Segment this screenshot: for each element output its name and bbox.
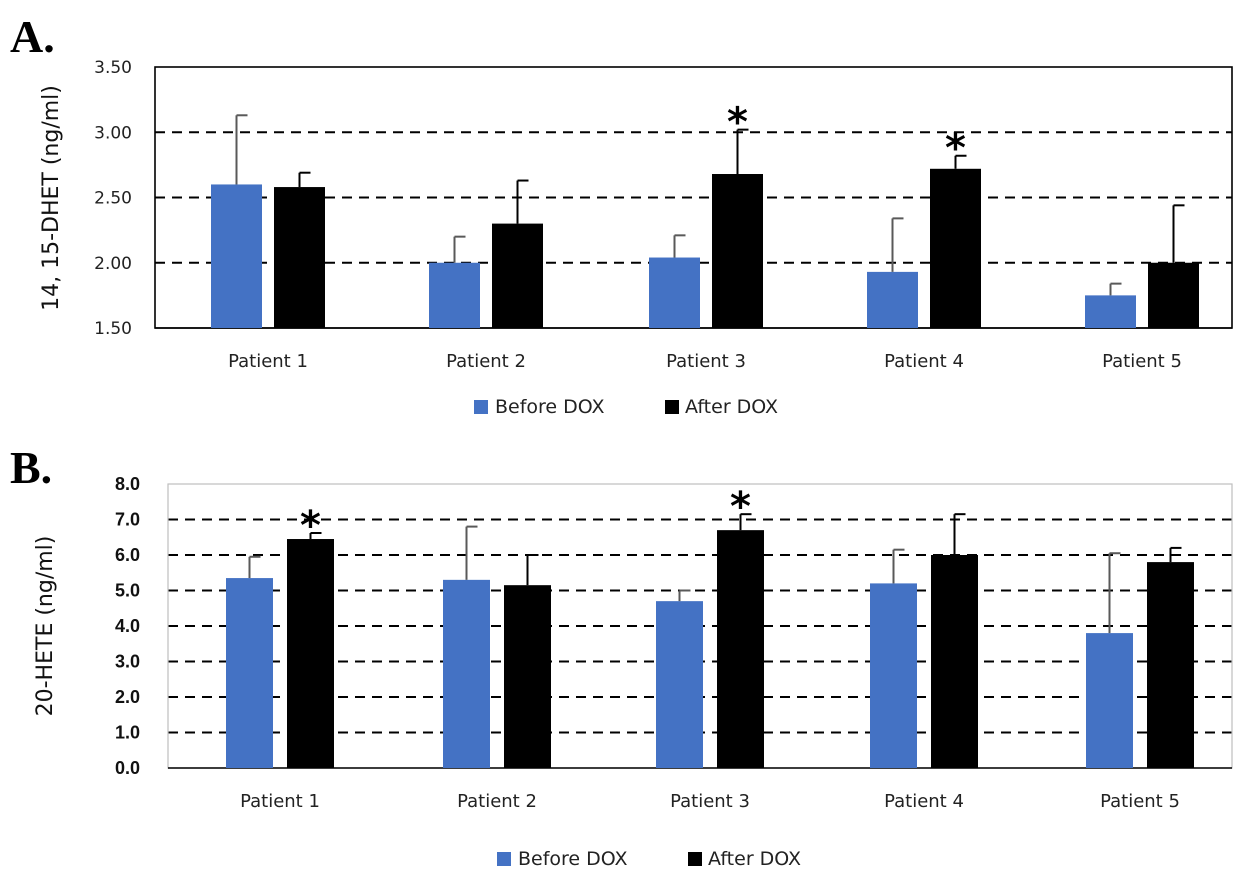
bar-before-dox-3 bbox=[656, 601, 703, 768]
y-tick-label: 6.0 bbox=[115, 545, 140, 565]
bar-after-dox-1 bbox=[274, 187, 325, 328]
bar-before-dox-1 bbox=[226, 578, 273, 768]
legend-swatch-before-dox bbox=[497, 852, 511, 866]
x-category-label: Patient 2 bbox=[446, 351, 526, 372]
bar-after-dox-2 bbox=[504, 585, 551, 768]
bar-after-dox-5 bbox=[1148, 262, 1199, 328]
y-tick-label: 0.0 bbox=[115, 758, 140, 778]
x-category-label: Patient 5 bbox=[1100, 791, 1180, 812]
significance-marker: * bbox=[727, 100, 748, 146]
bar-after-dox-5 bbox=[1147, 562, 1194, 768]
bar-before-dox-4 bbox=[870, 583, 917, 768]
x-category-label: Patient 1 bbox=[228, 351, 308, 372]
bar-before-dox-2 bbox=[443, 579, 490, 768]
y-tick-label: 2.50 bbox=[94, 189, 132, 209]
x-category-label: Patient 4 bbox=[884, 791, 964, 812]
bar-after-dox-4 bbox=[931, 555, 978, 768]
y-tick-label: 1.0 bbox=[115, 723, 140, 743]
bar-after-dox-3 bbox=[712, 174, 763, 328]
bar-before-dox-1 bbox=[211, 184, 262, 328]
x-category-label: Patient 5 bbox=[1102, 351, 1182, 372]
legend: Before DOX After DOX bbox=[497, 848, 801, 870]
y-tick-label: 3.0 bbox=[115, 652, 140, 672]
x-category-label: Patient 3 bbox=[666, 351, 746, 372]
y-tick-label: 7.0 bbox=[115, 510, 140, 530]
x-category-label: Patient 1 bbox=[240, 791, 320, 812]
bar-after-dox-1 bbox=[287, 539, 334, 768]
significance-marker: * bbox=[730, 484, 751, 530]
legend-label-after-dox: After DOX bbox=[708, 848, 801, 870]
panel-letter: B. bbox=[10, 442, 52, 493]
bar-before-dox-4 bbox=[867, 271, 918, 328]
chart-panel-b: B. 0.0 1.0 2.0 3.0 4.0 5.0 6.0 7.0 8.0 Patient 1 Pa… bbox=[10, 442, 1233, 870]
significance-marker: * bbox=[300, 503, 321, 549]
y-tick-label: 2.0 bbox=[115, 687, 140, 707]
y-tick-label: 3.50 bbox=[94, 58, 132, 78]
bar-before-dox-5 bbox=[1085, 295, 1136, 328]
x-category-label: Patient 2 bbox=[457, 791, 537, 812]
legend-swatch-after-dox bbox=[665, 400, 679, 414]
bar-after-dox-4 bbox=[930, 168, 981, 328]
legend-label-before-dox: Before DOX bbox=[518, 848, 628, 870]
significance-marker: * bbox=[945, 126, 966, 172]
y-tick-label: 5.0 bbox=[115, 581, 140, 601]
y-axis-title: 20-HETE (ng/ml) bbox=[33, 536, 58, 717]
x-category-label: Patient 4 bbox=[884, 351, 964, 372]
legend-swatch-before-dox bbox=[474, 400, 488, 414]
y-tick-label: 1.50 bbox=[94, 319, 132, 339]
bar-after-dox-2 bbox=[492, 223, 543, 328]
bar-after-dox-3 bbox=[717, 530, 764, 768]
panel-letter: A. bbox=[10, 11, 55, 62]
bar-before-dox-3 bbox=[649, 257, 700, 328]
x-category-label: Patient 3 bbox=[670, 791, 750, 812]
chart-panel-a: A. 1.50 2.00 2.50 3.00 3.50 Patient 1 Patient 2… bbox=[10, 11, 1233, 418]
legend-label-after-dox: After DOX bbox=[685, 396, 778, 418]
y-tick-label: 2.00 bbox=[94, 254, 132, 274]
y-tick-label: 8.0 bbox=[115, 474, 140, 494]
bar-before-dox-5 bbox=[1086, 633, 1133, 768]
y-tick-label: 3.00 bbox=[94, 123, 132, 143]
y-tick-label: 4.0 bbox=[115, 616, 140, 636]
legend-label-before-dox: Before DOX bbox=[495, 396, 605, 418]
y-axis-title: 14, 15-DHET (ng/ml) bbox=[39, 85, 64, 311]
legend-swatch-after-dox bbox=[688, 852, 702, 866]
legend: Before DOX After DOX bbox=[474, 396, 778, 418]
bar-before-dox-2 bbox=[429, 262, 480, 328]
